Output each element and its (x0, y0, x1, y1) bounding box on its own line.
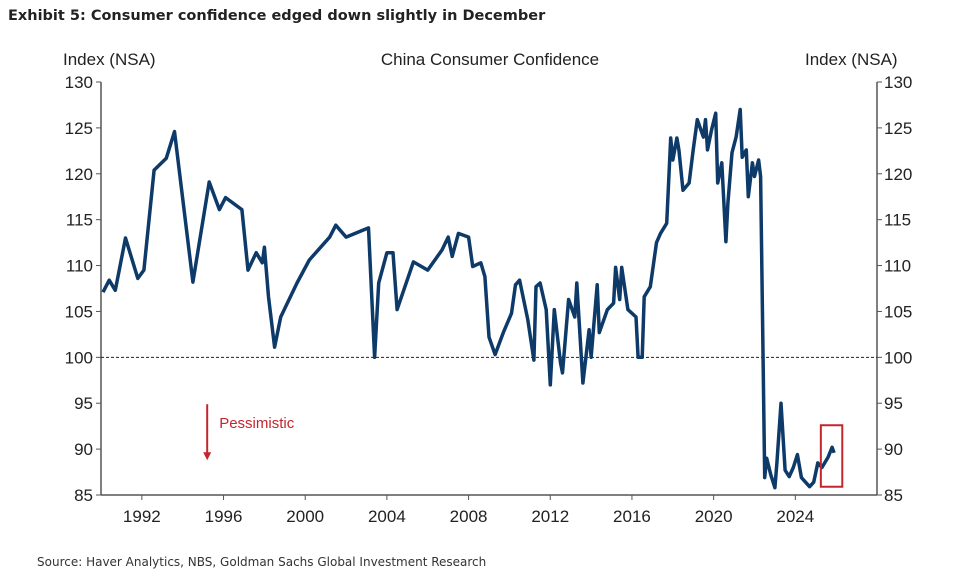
y-axis-label-right: Index (NSA) (805, 50, 898, 69)
annotation-pessimistic: Pessimistic (219, 415, 295, 432)
y-tick-label-left: 120 (65, 165, 93, 184)
series-line-consumer-confidence (101, 107, 836, 490)
axes: 85 85 90 90 95 95 100 100 105 105 110 110 115 115 120 1… (65, 73, 913, 526)
x-tick-label: 2016 (613, 507, 651, 526)
y-tick-label-left: 85 (74, 486, 93, 505)
y-tick-label-left: 90 (74, 440, 93, 459)
y-tick-label-right: 85 (884, 486, 903, 505)
y-tick-label-right: 110 (884, 257, 911, 276)
arrow-head-icon (203, 452, 212, 461)
x-tick-label: 1992 (123, 507, 161, 526)
x-tick-label: 2024 (776, 507, 814, 526)
x-tick-label: 2000 (286, 507, 324, 526)
source-note: Source: Haver Analytics, NBS, Goldman Sa… (37, 555, 487, 569)
chart-title: China Consumer Confidence (381, 50, 599, 69)
y-tick-label-right: 105 (884, 302, 912, 321)
exhibit-title: Exhibit 5: Consumer confidence edged dow… (8, 8, 546, 24)
y-tick-label-left: 115 (66, 211, 93, 230)
y-tick-label-right: 120 (884, 165, 912, 184)
y-tick-label-right: 115 (884, 211, 911, 230)
y-tick-label-left: 100 (65, 348, 93, 367)
y-tick-label-left: 105 (65, 302, 93, 321)
y-tick-label-right: 130 (884, 73, 912, 92)
x-tick-label: 1996 (205, 507, 243, 526)
y-tick-label-right: 100 (884, 348, 912, 367)
y-tick-label-left: 95 (74, 394, 93, 413)
y-tick-label-right: 125 (884, 119, 912, 138)
y-tick-label-left: 110 (66, 257, 93, 276)
y-tick-label-left: 125 (65, 119, 93, 138)
marks (101, 107, 877, 490)
y-tick-label-left: 130 (65, 73, 93, 92)
y-tick-label-right: 90 (884, 440, 903, 459)
x-tick-label: 2004 (368, 507, 406, 526)
y-axis-label-left: Index (NSA) (63, 50, 156, 69)
x-tick-label: 2020 (695, 507, 733, 526)
y-tick-label-right: 95 (884, 394, 903, 413)
x-tick-label: 2008 (450, 507, 488, 526)
x-tick-label: 2012 (531, 507, 569, 526)
highlight-box (819, 424, 844, 488)
